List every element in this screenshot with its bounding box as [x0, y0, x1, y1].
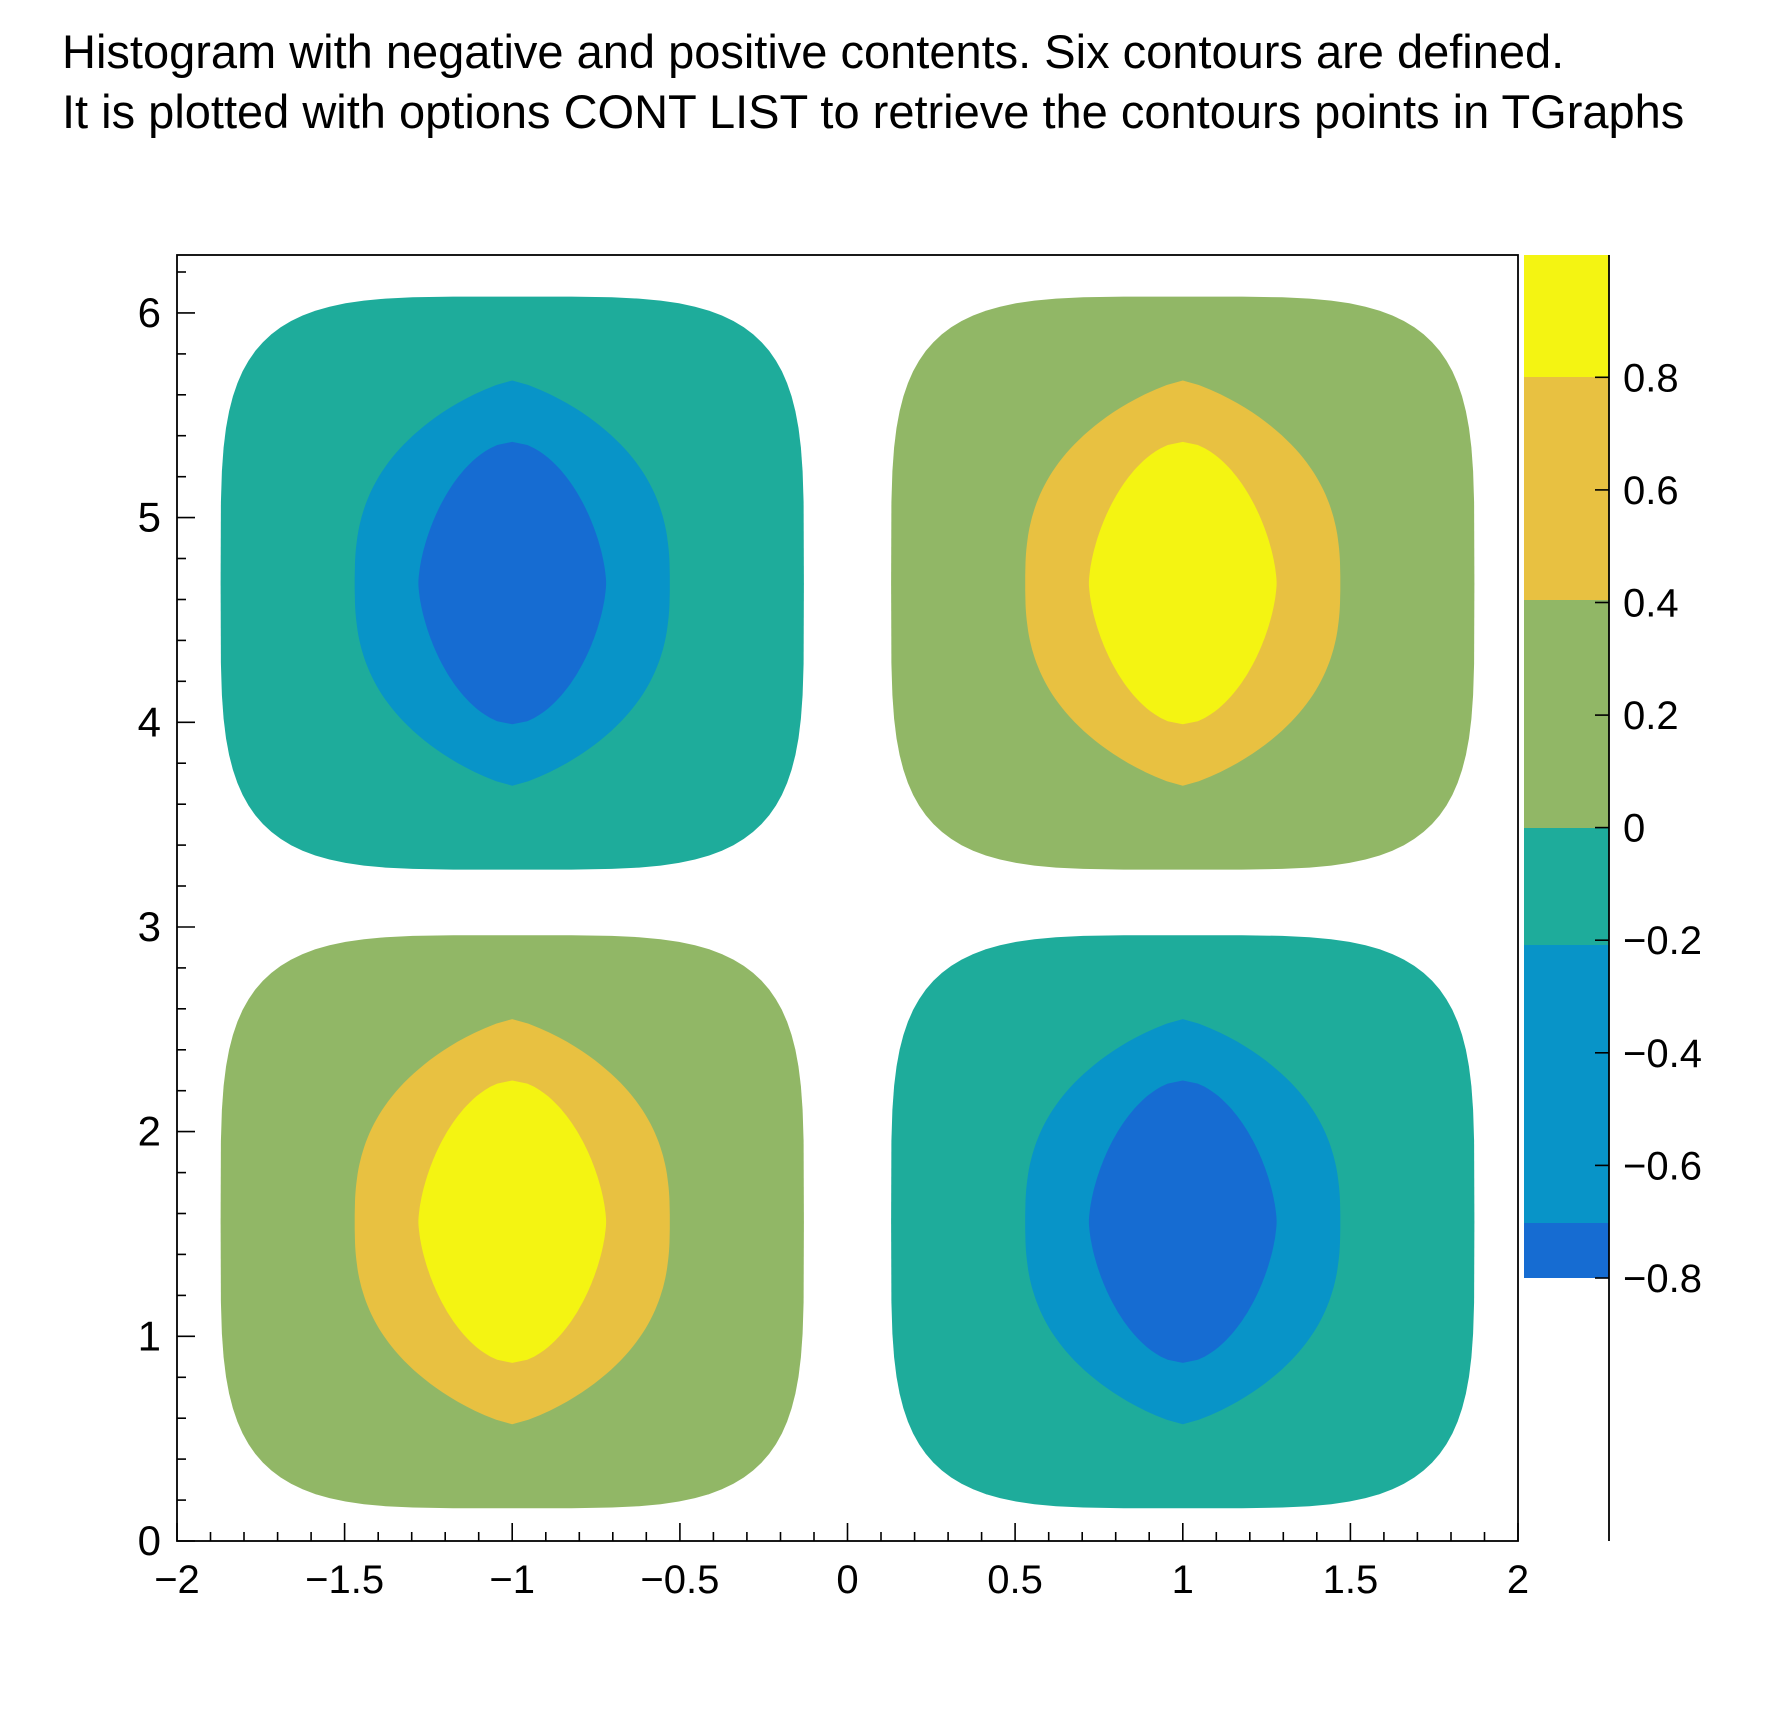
svg-text:1: 1	[138, 1312, 161, 1359]
svg-text:−2: −2	[154, 1558, 200, 1602]
svg-text:0: 0	[836, 1558, 858, 1602]
svg-text:1: 1	[1172, 1558, 1194, 1602]
svg-text:2: 2	[138, 1108, 161, 1155]
svg-text:0.2: 0.2	[1623, 694, 1679, 738]
svg-text:0.8: 0.8	[1623, 356, 1679, 400]
svg-text:−0.4: −0.4	[1623, 1032, 1702, 1076]
svg-text:4: 4	[138, 698, 161, 745]
svg-text:6: 6	[138, 289, 161, 336]
svg-text:−0.6: −0.6	[1623, 1144, 1702, 1188]
svg-text:0.6: 0.6	[1623, 469, 1679, 513]
svg-text:3: 3	[138, 903, 161, 950]
svg-text:−0.2: −0.2	[1623, 919, 1702, 963]
svg-text:0.4: 0.4	[1623, 582, 1679, 626]
svg-text:−1.5: −1.5	[305, 1558, 384, 1602]
svg-text:2: 2	[1507, 1558, 1529, 1602]
svg-text:1.5: 1.5	[1323, 1558, 1379, 1602]
svg-text:0.5: 0.5	[987, 1558, 1043, 1602]
svg-text:−1: −1	[489, 1558, 535, 1602]
svg-text:0: 0	[1623, 807, 1645, 851]
svg-text:−0.5: −0.5	[640, 1558, 719, 1602]
svg-text:5: 5	[138, 494, 161, 541]
svg-text:−0.8: −0.8	[1623, 1257, 1702, 1301]
svg-text:0: 0	[138, 1517, 161, 1564]
